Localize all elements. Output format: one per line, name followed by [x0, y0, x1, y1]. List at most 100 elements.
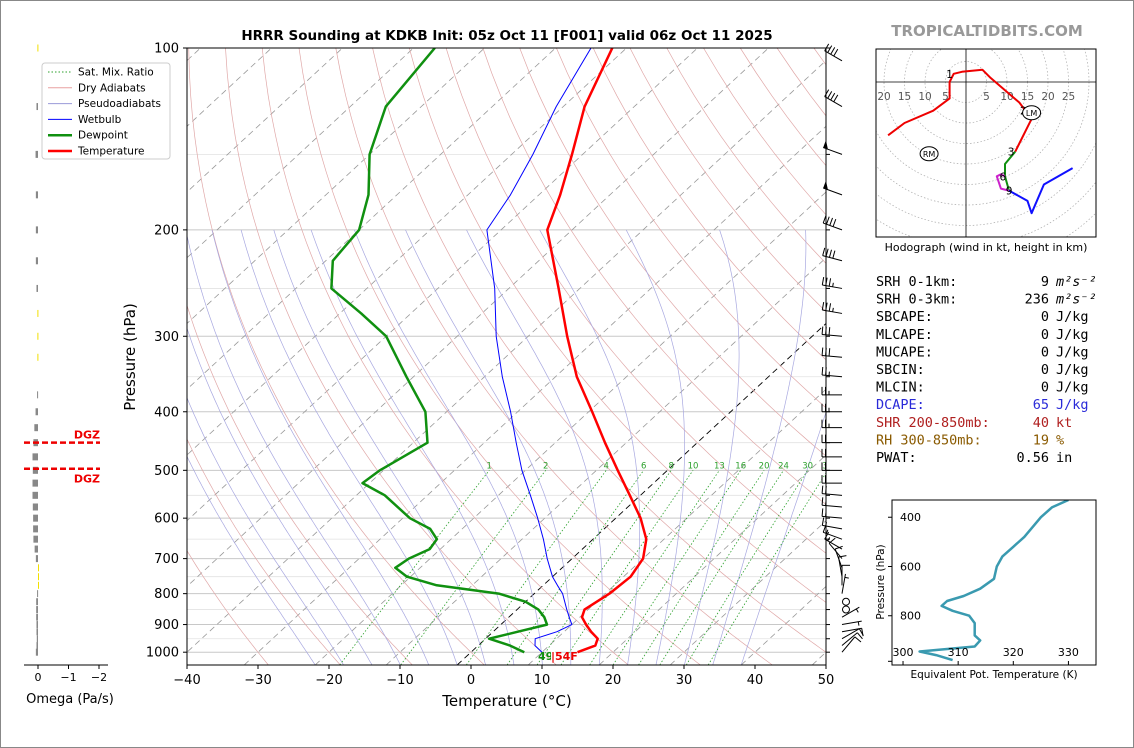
mixing-ratio-label: 4: [603, 461, 608, 471]
skewt-profiles: [330, 48, 648, 654]
hodograph-ring-label: 20: [877, 91, 890, 103]
parameter-label: SBCAPE:: [876, 309, 933, 325]
parameter-unit: J/kg: [1056, 344, 1089, 360]
omega-bar: [36, 598, 38, 606]
surface-dewpoint-label: 49: [538, 650, 553, 663]
omega-bar: [37, 590, 39, 598]
mixing-ratio-label: 1: [487, 461, 492, 471]
dry-adiabat: [556, 48, 826, 409]
parameter-label: SBCIN:: [876, 362, 925, 378]
hodograph-height-label: 6: [1000, 171, 1007, 183]
isotherm: [243, 125, 826, 665]
wind-barb-full: [824, 43, 830, 52]
parameter-row: RH 300-850mb: 19%: [876, 432, 1064, 448]
hodograph-ring-label: 5: [942, 91, 949, 103]
x-tick-label: −40: [173, 673, 200, 688]
dry-adiabat: [924, 48, 1134, 665]
pseudoadiabat: [310, 229, 515, 665]
y-tick-label: 500: [154, 464, 179, 479]
y-tick-label: 300: [154, 330, 179, 345]
mixing-ratio-line: [465, 470, 607, 665]
dry-adiabat: [519, 48, 826, 457]
wind-barb-full: [821, 508, 824, 517]
parameter-row: MLCAPE: 0 J/kg: [876, 327, 1089, 343]
wind-barb-full: [822, 524, 827, 533]
legend-box: [41, 62, 171, 160]
site-watermark: TROPICALTIDBITS.COM: [891, 22, 1083, 40]
wind-barb-staff: [822, 334, 843, 337]
hodograph-ring-label: 15: [898, 91, 911, 103]
omega-bar: [36, 606, 38, 614]
hodograph-height-label: 3: [1008, 147, 1015, 159]
dry-adiabat: [188, 48, 485, 665]
skewt-plot-frame: [186, 47, 827, 666]
wind-barb-half: [832, 282, 834, 287]
theta-e-plot: [918, 500, 1069, 662]
wind-barb: [821, 347, 843, 358]
chart-title: HRRR Sounding at KDKB Init: 05z Oct 11 […: [241, 28, 772, 44]
wind-barb: [821, 403, 842, 413]
skewt-y-label: Pressure (hPa): [121, 303, 139, 411]
dry-adiabat: [261, 48, 629, 665]
wind-barb: [821, 366, 843, 378]
wind-barb: [821, 386, 842, 396]
isotherm: [187, 48, 698, 522]
parameter-label: PWAT:: [876, 450, 917, 466]
legend-entry: Dry Adiabats: [78, 82, 146, 94]
parameter-value: 19: [1033, 432, 1049, 448]
wind-barb: [841, 564, 850, 586]
surface-divider-bar: |: [551, 650, 555, 663]
wind-barb: [822, 524, 843, 540]
y-tick-label: 100: [154, 42, 179, 57]
mixing-ratio-line: [707, 472, 826, 665]
mixing-ratio-label: 2: [543, 461, 548, 471]
wetbulb-line: [486, 48, 592, 653]
skewt-axis-ticks: −40 −30 −20 −10 0 10 20 30 40 50 100 200 300 400 500 60…: [146, 42, 834, 689]
omega-bar: [36, 103, 38, 111]
parameter-value: 9: [1041, 274, 1049, 290]
mixing-ratio-line: [560, 470, 694, 665]
omega-bar: [33, 514, 38, 522]
wind-barb-full: [854, 636, 862, 643]
pseudoadiabat: [187, 455, 316, 665]
wind-barb-full: [832, 218, 837, 227]
theta-e-y-tick-label: 600: [900, 560, 921, 573]
parameter-value: 236: [1025, 292, 1049, 308]
mixing-ratio-line: [339, 470, 490, 665]
wind-barb: [823, 180, 843, 196]
parameter-value: 40: [1033, 415, 1049, 431]
omega-x-label: Omega (Pa/s): [26, 692, 114, 707]
wind-barb-full: [821, 497, 824, 506]
wind-barb-flag: [823, 180, 828, 190]
isotherm: [598, 454, 826, 665]
y-tick-label: 1000: [146, 646, 179, 661]
omega-bar: [38, 581, 39, 589]
pseudoadiabat: [740, 410, 826, 665]
wind-barb-full: [834, 545, 843, 550]
x-tick-label: 0: [467, 673, 475, 688]
mixing-ratio-label: 24: [778, 461, 789, 471]
wind-barb-full: [827, 91, 833, 99]
wind-barb: [821, 475, 842, 484]
dry-adiabat: [629, 48, 826, 313]
mixing-ratio-label: 20: [759, 461, 770, 471]
wind-barb: [823, 140, 843, 155]
omega-panel: 0 −1 −2 DGZ DGZ: [24, 44, 108, 684]
pseudoadiabat: [187, 233, 401, 665]
wind-barb-staff: [822, 515, 843, 519]
wind-barb: [821, 448, 842, 458]
wind-barb-full: [825, 367, 827, 376]
theta-e-x-label: Equivalent Pot. Temperature (K): [910, 669, 1077, 681]
storm-motion-label: RM: [923, 150, 936, 159]
wind-barb-full: [821, 326, 824, 335]
mixing-ratio-line: [506, 470, 645, 665]
mixing-ratio-line: [638, 470, 765, 665]
temperature-line: [546, 48, 648, 654]
x-tick-label: −20: [315, 673, 342, 688]
wind-barb-full: [821, 347, 824, 356]
legend-entry: Wetbulb: [78, 114, 122, 126]
mixing-ratio-label: 8: [668, 461, 673, 471]
omega-bar: [36, 642, 38, 650]
isotherm: [187, 48, 769, 588]
